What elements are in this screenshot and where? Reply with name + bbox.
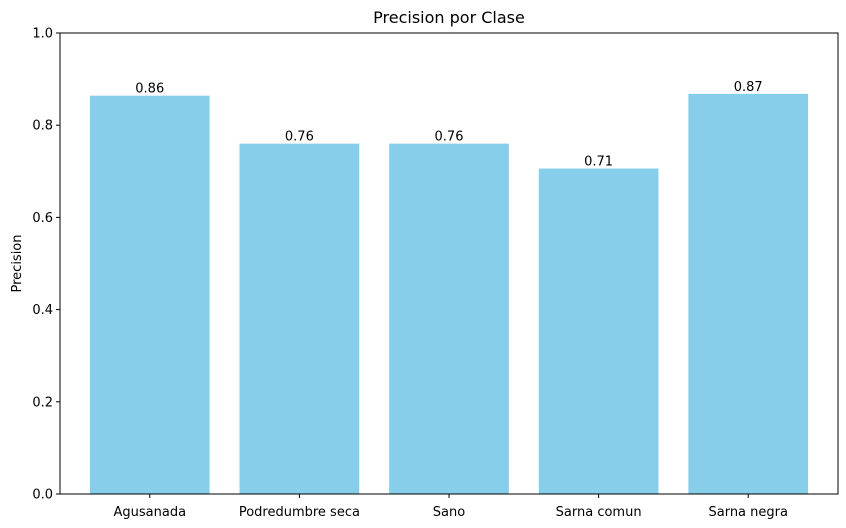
data-label-0: 0.86 — [135, 82, 164, 97]
x-tick-label-3: Sarna comun — [556, 505, 642, 520]
data-labels-group: 0.86 0.76 0.76 0.71 0.87 — [135, 80, 762, 170]
y-axis-label: Precision — [10, 234, 25, 292]
bar-4 — [688, 93, 809, 495]
x-tick-label-4: Sarna negra — [708, 505, 787, 520]
y-tick-label-2: 0.4 — [32, 303, 53, 318]
bar-2 — [389, 143, 509, 494]
x-tick-label-1: Podredumbre seca — [239, 505, 360, 520]
data-label-2: 0.76 — [435, 130, 464, 145]
x-tick-label-0: Agusanada — [113, 505, 186, 520]
bar-0 — [89, 95, 210, 495]
y-tick-label-5: 1.0 — [32, 27, 53, 42]
plot-frame — [59, 32, 839, 495]
data-label-4: 0.87 — [734, 80, 763, 95]
chart-title: Precision por Clase — [373, 8, 525, 27]
y-tick-label-4: 0.8 — [32, 119, 53, 134]
data-label-3: 0.71 — [584, 155, 613, 170]
y-tick-label-1: 0.2 — [32, 395, 53, 410]
bars-group — [89, 93, 809, 495]
x-tick-label-2: Sano — [433, 505, 465, 520]
y-tick-label-0: 0.0 — [32, 488, 53, 503]
data-label-1: 0.76 — [285, 130, 314, 145]
ticks-group: Agusanada Podredumbre seca Sano Sarna comun… — [32, 27, 788, 521]
bar-3 — [538, 168, 659, 494]
y-tick-label-3: 0.6 — [32, 211, 53, 226]
bar-1 — [239, 143, 360, 494]
